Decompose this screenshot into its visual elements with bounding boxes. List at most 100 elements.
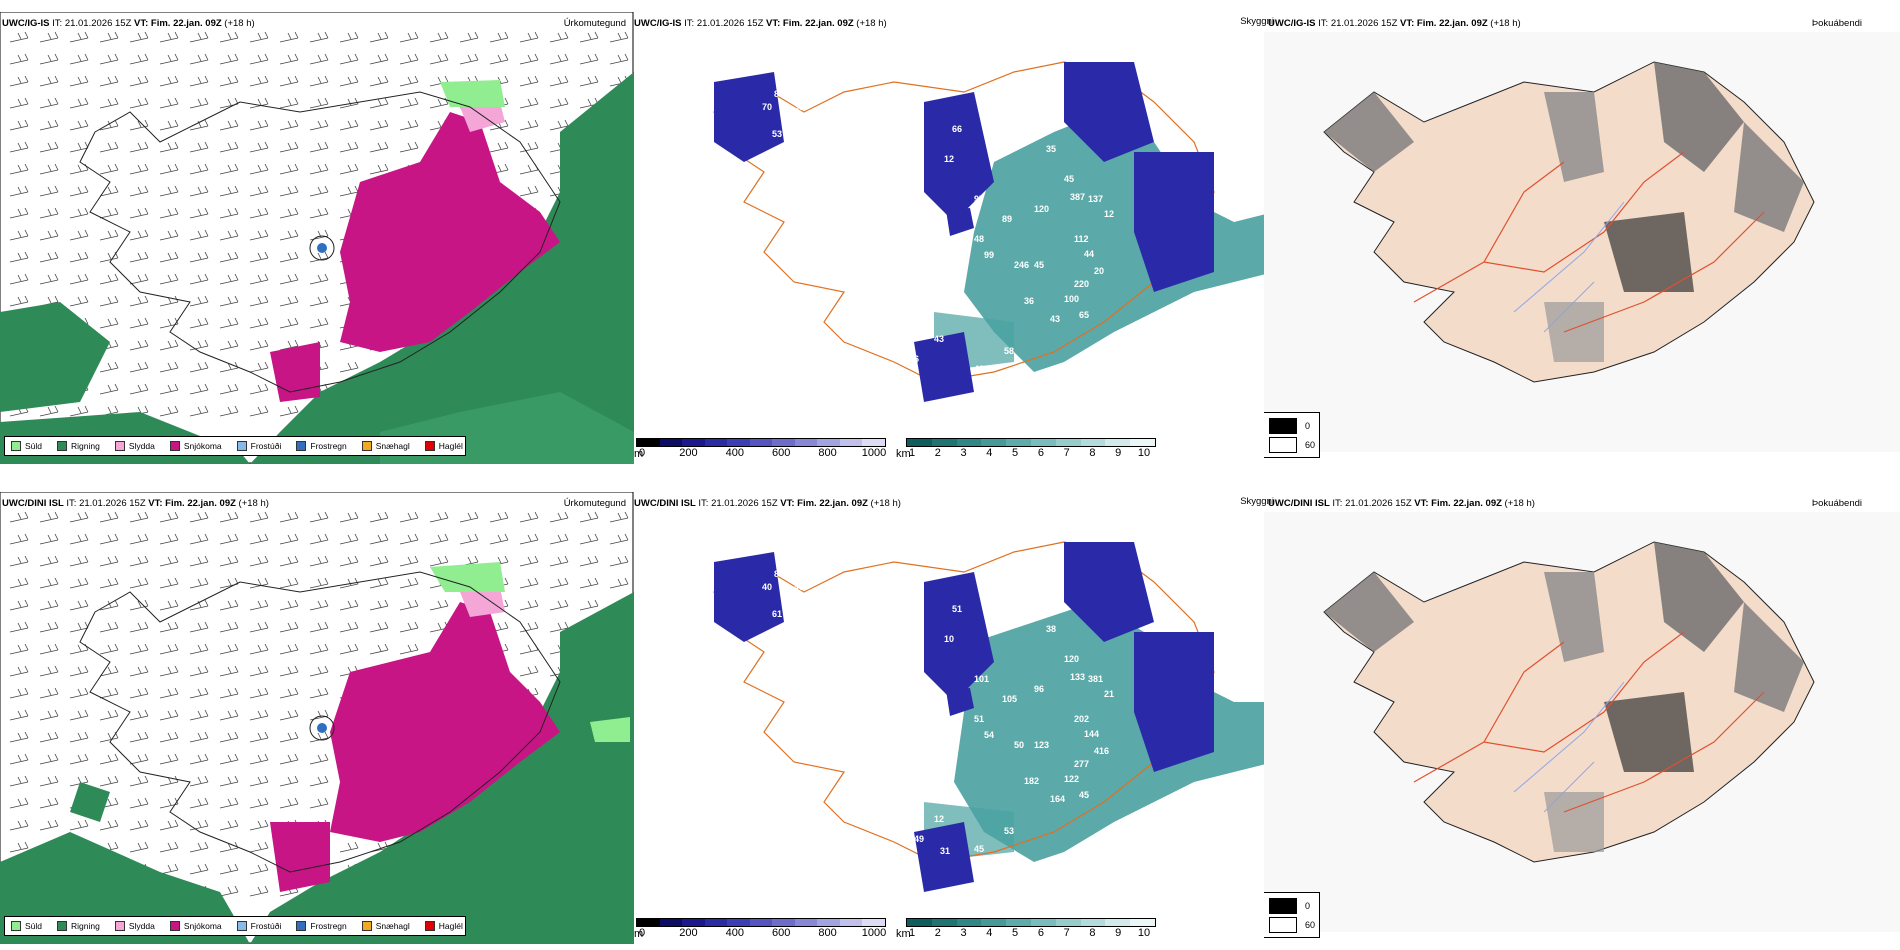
river-network [1513,201,1625,333]
wind-barb [309,295,329,307]
ceiling-value: 35 [1046,144,1056,154]
wind-barb [99,577,119,589]
wind-barb [459,533,479,545]
ceiling-value: 86 [774,569,784,579]
wind-barb [249,775,269,787]
wind-barb [39,753,59,765]
colorbar-tick: 800 [818,447,837,459]
model-name: UWC/IG-IS [2,18,50,29]
ceiling-value: 246 [1014,260,1029,270]
wind-barb [159,863,179,875]
wind-barb [189,599,209,611]
wind-barb [69,643,89,655]
legend-item: Frostúði [231,441,281,451]
wind-barb [189,753,209,765]
wind-barb [279,185,299,197]
wind-barb [129,841,149,853]
wind-barb [189,141,209,153]
colorbar-swatch [704,919,728,926]
wind-barb [129,383,149,395]
wind-barb [249,731,269,743]
wind-barb [369,621,389,633]
ceiling-value: 40 [874,366,884,376]
wind-barb [69,405,89,417]
wind-barb [39,97,59,109]
ceiling-value: 10 [824,334,834,344]
wind-barb [279,797,299,809]
wind-barb [9,53,29,65]
wind-barb [339,185,359,197]
wind-barb [309,53,329,65]
fog-legend: 0 60 [1264,892,1320,938]
wind-barb [249,863,269,875]
ceiling-value: 45 [874,846,884,856]
model-name: UWC/DINI ISL [2,498,64,509]
legend-item: Rigning [51,441,100,451]
wind-barb [39,775,59,787]
wind-barb [189,665,209,677]
colorbar-tick: 10 [1137,927,1151,939]
wind-barb [129,819,149,831]
wind-barb [39,185,59,197]
colorbar-km-unit: km [896,928,911,940]
wind-barb [99,383,119,395]
colorbar-tick: 8 [1089,447,1096,459]
wind-barb [219,885,239,897]
wind-barb [39,819,59,831]
wind-barb [519,75,539,87]
colorbar-tick: 3 [960,447,967,459]
legend-swatch [236,441,247,451]
ceiling-value: 144 [1084,729,1099,739]
wind-barb [309,97,329,109]
wind-barb [429,533,449,545]
wind-barb [189,863,209,875]
wind-barb [39,229,59,241]
wind-barb [279,31,299,43]
drizzle-area [440,80,505,107]
wind-barb [399,119,419,131]
road-network [1413,151,1765,333]
legend-swatch [114,921,125,931]
sleet-area [460,102,505,132]
colorbar-tick: 5 [1012,447,1019,459]
wind-barb [579,75,599,87]
wind-barb [99,621,119,633]
ceiling-value: 40 [762,582,772,592]
ceiling-value: 73 [846,649,856,659]
ceiling-value: 43 [904,744,914,754]
wind-barb [249,599,269,611]
ceiling-value: 12 [1104,209,1114,219]
wind-barb [69,731,89,743]
ceiling-blob [914,822,974,892]
wind-barb [159,97,179,109]
legend-item: Slydda [109,921,155,931]
wind-barb [69,229,89,241]
ceiling-value: 137 [1088,194,1103,204]
wind-barb [159,229,179,241]
coastline [79,571,561,873]
wind-barb [249,339,269,351]
wind-barb [249,207,269,219]
wind-barb [249,797,269,809]
ceiling-value: 49 [888,676,898,686]
wind-barb [369,119,389,131]
wind-barb [399,599,419,611]
wind-barb [189,273,209,285]
ceiling-value: 46 [924,304,934,314]
wind-barb [219,709,239,721]
wind-barb [219,383,239,395]
wind-barb [609,577,629,589]
ceiling-value: 44 [1084,249,1094,259]
ceiling-value: 43 [1050,314,1060,324]
wind-barb [249,361,269,373]
frost-patch [317,243,327,253]
wind-barb [219,163,239,175]
wind-barb [9,97,29,109]
wind-barb [9,621,29,633]
colorbar-tick: 1 [908,447,916,459]
wind-barb [219,339,239,351]
wind-barb [549,119,569,131]
wind-barb [369,555,389,567]
wind-barb [579,31,599,43]
